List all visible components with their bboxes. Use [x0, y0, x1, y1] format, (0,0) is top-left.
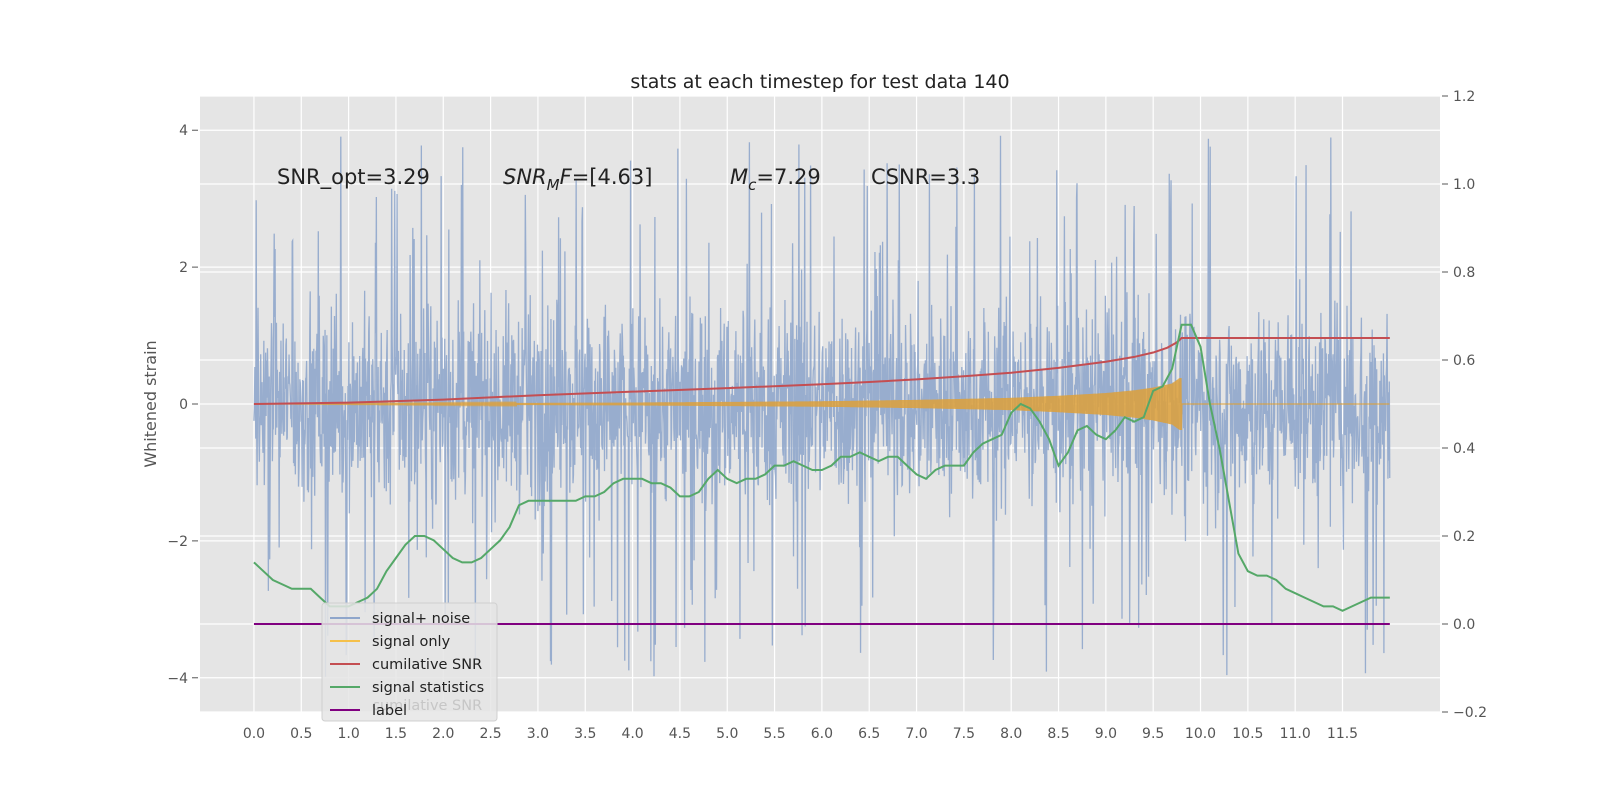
x-tick-label: 6.0 [811, 726, 833, 742]
y-tick-label: 4 [179, 123, 188, 139]
legend-label: cumilative SNR [372, 657, 482, 673]
x-tick-label: 1.0 [337, 726, 359, 742]
x-tick-label: 6.5 [858, 726, 880, 742]
legend-label: signal only [372, 634, 451, 650]
x-tick-label: 2.0 [432, 726, 454, 742]
x-tick-label: 9.5 [1142, 726, 1164, 742]
series-signal-only [253, 377, 1390, 431]
x-tick-label: 0.0 [243, 726, 265, 742]
annotations: SNR_opt=3.29 SNRMF=[4.63] Mc=7.29 CSNR=3.3 [277, 165, 980, 194]
x-tick-label: 8.0 [1000, 726, 1022, 742]
x-tick-label: 1.5 [385, 726, 407, 742]
x-tick-label: 2.5 [479, 726, 501, 742]
legend-box [321, 602, 498, 722]
y-axis-label: Whitened strain [141, 340, 160, 467]
y-tick-label: 0 [179, 397, 188, 413]
x-tick-label: 3.5 [574, 726, 596, 742]
y-tick-label: −4 [167, 671, 188, 687]
series-signal-statistics-line [253, 323, 1390, 612]
legend-label: label [372, 703, 407, 719]
x-tick-label: 9.0 [1095, 726, 1117, 742]
legend-label: signal statistics [372, 680, 484, 696]
x-tick-label: 4.0 [621, 726, 643, 742]
annotation: Mc=7.29 [730, 165, 821, 194]
annotation: SNRMF=[4.63] [503, 165, 652, 194]
y-axis-ticks: −4 −2 0 2 4 [167, 123, 198, 687]
x-tick-label: 11.5 [1327, 726, 1358, 742]
right-tick-label: 1.0 [1453, 177, 1475, 193]
right-tick-label: 0.6 [1453, 353, 1475, 369]
right-tick-label: 1.2 [1453, 89, 1475, 105]
x-tick-label: 3.0 [527, 726, 549, 742]
x-tick-label: 0.5 [290, 726, 312, 742]
series-cumilative-snr-line [253, 337, 1390, 405]
y-tick-label: −2 [167, 534, 188, 550]
x-tick-label: 8.5 [1047, 726, 1069, 742]
right-tick-label: 0.0 [1453, 617, 1475, 633]
legend-hidden-text: cumilative SNR [372, 698, 482, 714]
annotation: SNR_opt=3.29 [277, 165, 430, 190]
legend-label: signal+ noise [372, 611, 470, 627]
x-tick-label: 5.0 [716, 726, 738, 742]
x-tick-label: 11.0 [1280, 726, 1311, 742]
annotation: CSNR=3.3 [871, 165, 980, 189]
x-tick-label: 4.5 [669, 726, 691, 742]
signal-only-line [253, 377, 1390, 431]
x-tick-label: 10.0 [1185, 726, 1216, 742]
right-tick-label: 0.2 [1453, 529, 1475, 545]
x-axis-ticks: 0.0 0.5 1.0 1.5 2.0 2.5 3.0 3.5 4.0 4.5 5.0 5.5 6.0 6… [243, 726, 1358, 742]
x-tick-label: 10.5 [1232, 726, 1263, 742]
legend: cumilative SNR signal+ noise signal only cu… [321, 602, 498, 722]
y-tick-label: 2 [179, 260, 188, 276]
right-axis-ticks: −0.2 0.0 0.2 0.4 0.6 0.8 1.0 1.2 [1442, 89, 1487, 721]
chart-title: stats at each timestep for test data 140 [630, 71, 1009, 93]
right-tick-label: 0.4 [1453, 441, 1475, 457]
right-tick-label: −0.2 [1453, 705, 1487, 721]
x-tick-label: 7.0 [905, 726, 927, 742]
signal-noise-line [253, 135, 1391, 677]
right-tick-label: 0.8 [1453, 265, 1475, 281]
x-tick-label: 7.5 [953, 726, 975, 742]
x-tick-label: 5.5 [763, 726, 785, 742]
series-signal-noise [253, 135, 1391, 677]
